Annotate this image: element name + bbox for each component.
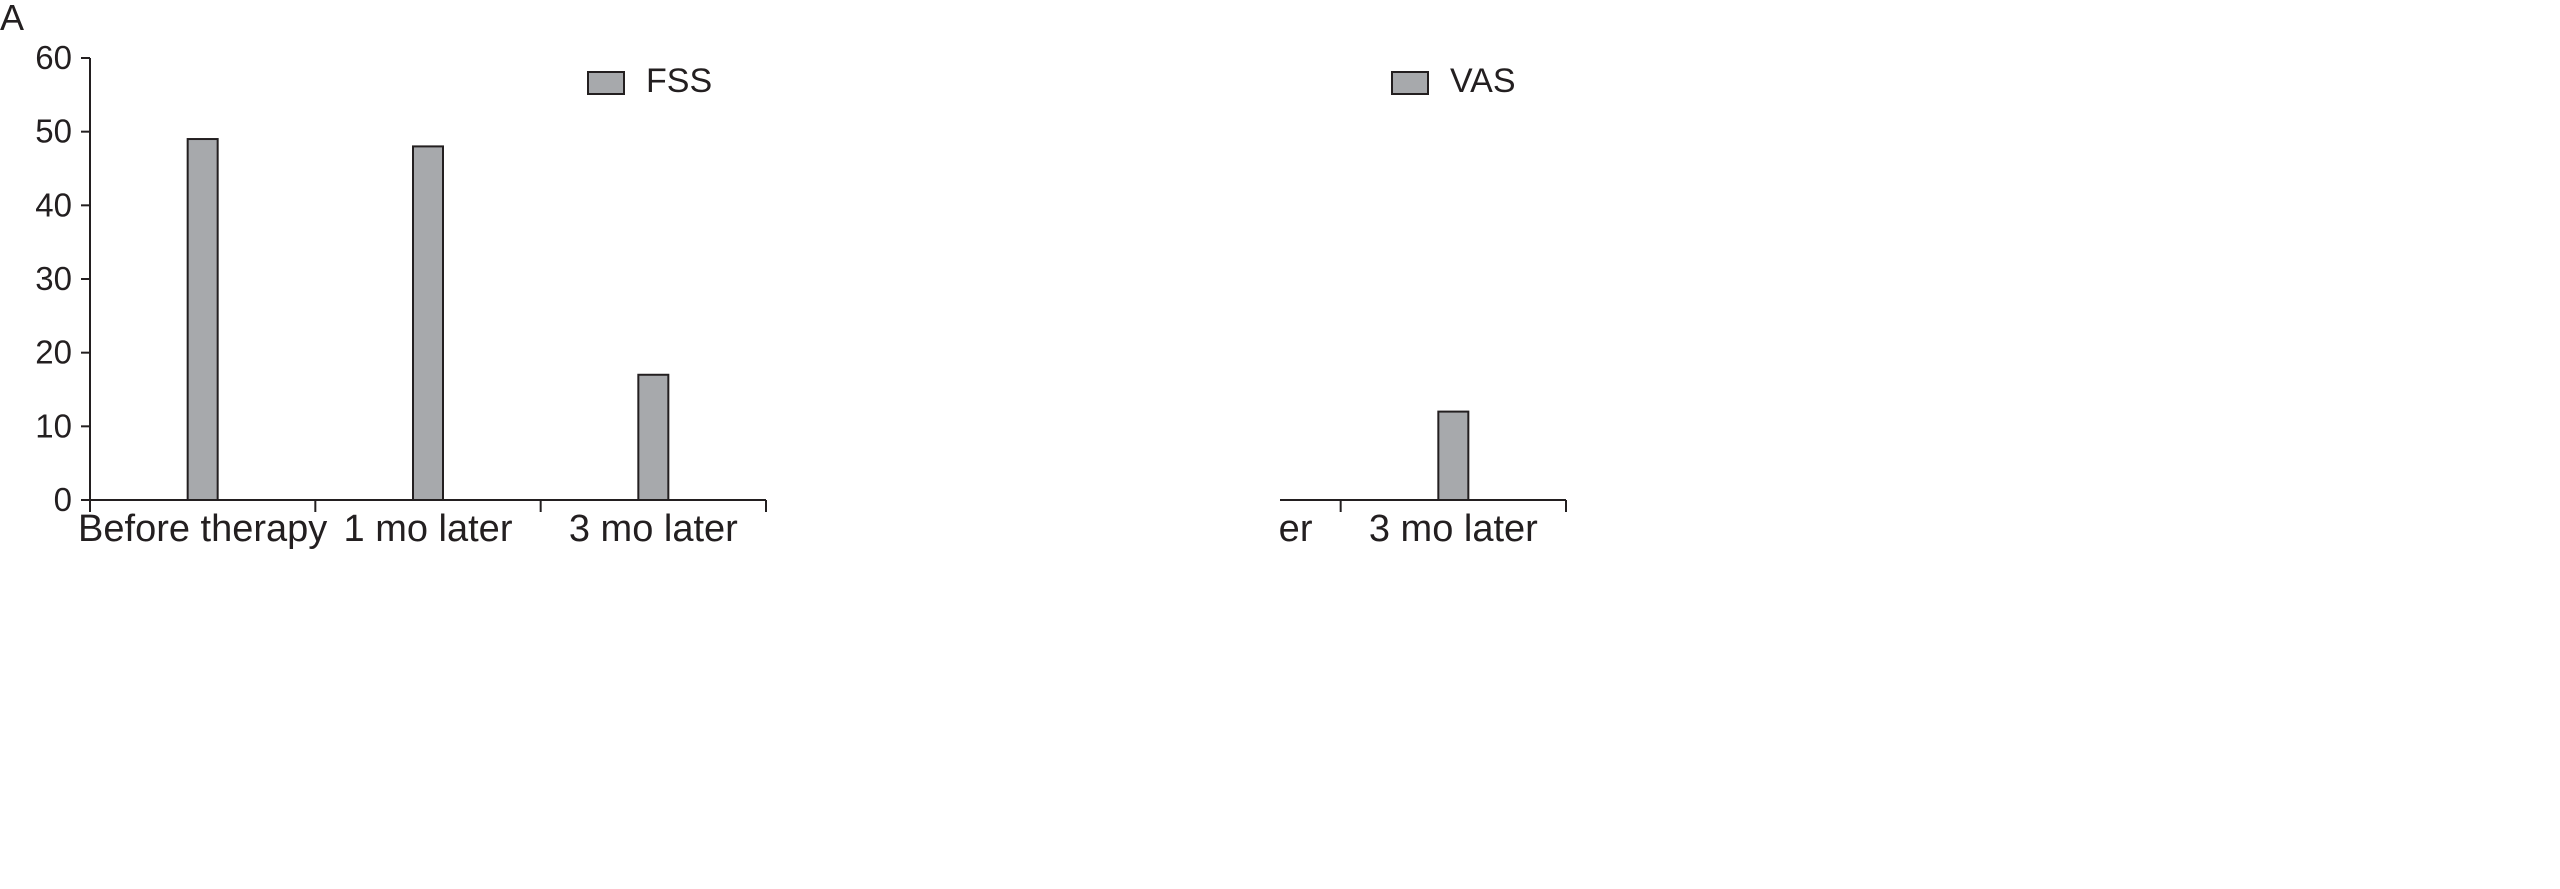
bar-fss-0 (186, 138, 219, 502)
y-tick-label: 0 (54, 481, 72, 518)
legend-swatch (1391, 71, 1429, 95)
y-tick-label: 10 (35, 407, 72, 444)
x-category-label: 3 mo later (569, 508, 738, 550)
bar-chart-fss: A 0 10 20 30 40 50 60 Before therapy 1 mo later 3 … (0, 0, 767, 550)
y-tick-label: 20 (35, 334, 72, 371)
chart-panel-a: A 0 10 20 30 40 50 60 Before therapy 1 mo later 3 … (0, 0, 767, 550)
y-tick-label: 60 (35, 39, 72, 76)
x-category-label: Before therapy (78, 508, 327, 550)
x-category-label: 1 mo later (344, 508, 513, 550)
bar-vas-2 (1437, 410, 1470, 502)
legend-swatch (587, 71, 625, 95)
y-tick-label: 30 (35, 260, 72, 297)
panel-letter: A (0, 0, 24, 38)
y-tick-label: 40 (35, 186, 72, 223)
x-category-label: 1 mo later (1280, 508, 1313, 550)
y-tick-label: 50 (35, 113, 72, 150)
x-category-label: 3 mo later (1369, 508, 1538, 550)
bar-fss-1 (412, 145, 444, 501)
legend-label: VAS (1450, 62, 1516, 100)
legend-label: FSS (646, 62, 712, 100)
bar-fss-2 (637, 373, 670, 501)
